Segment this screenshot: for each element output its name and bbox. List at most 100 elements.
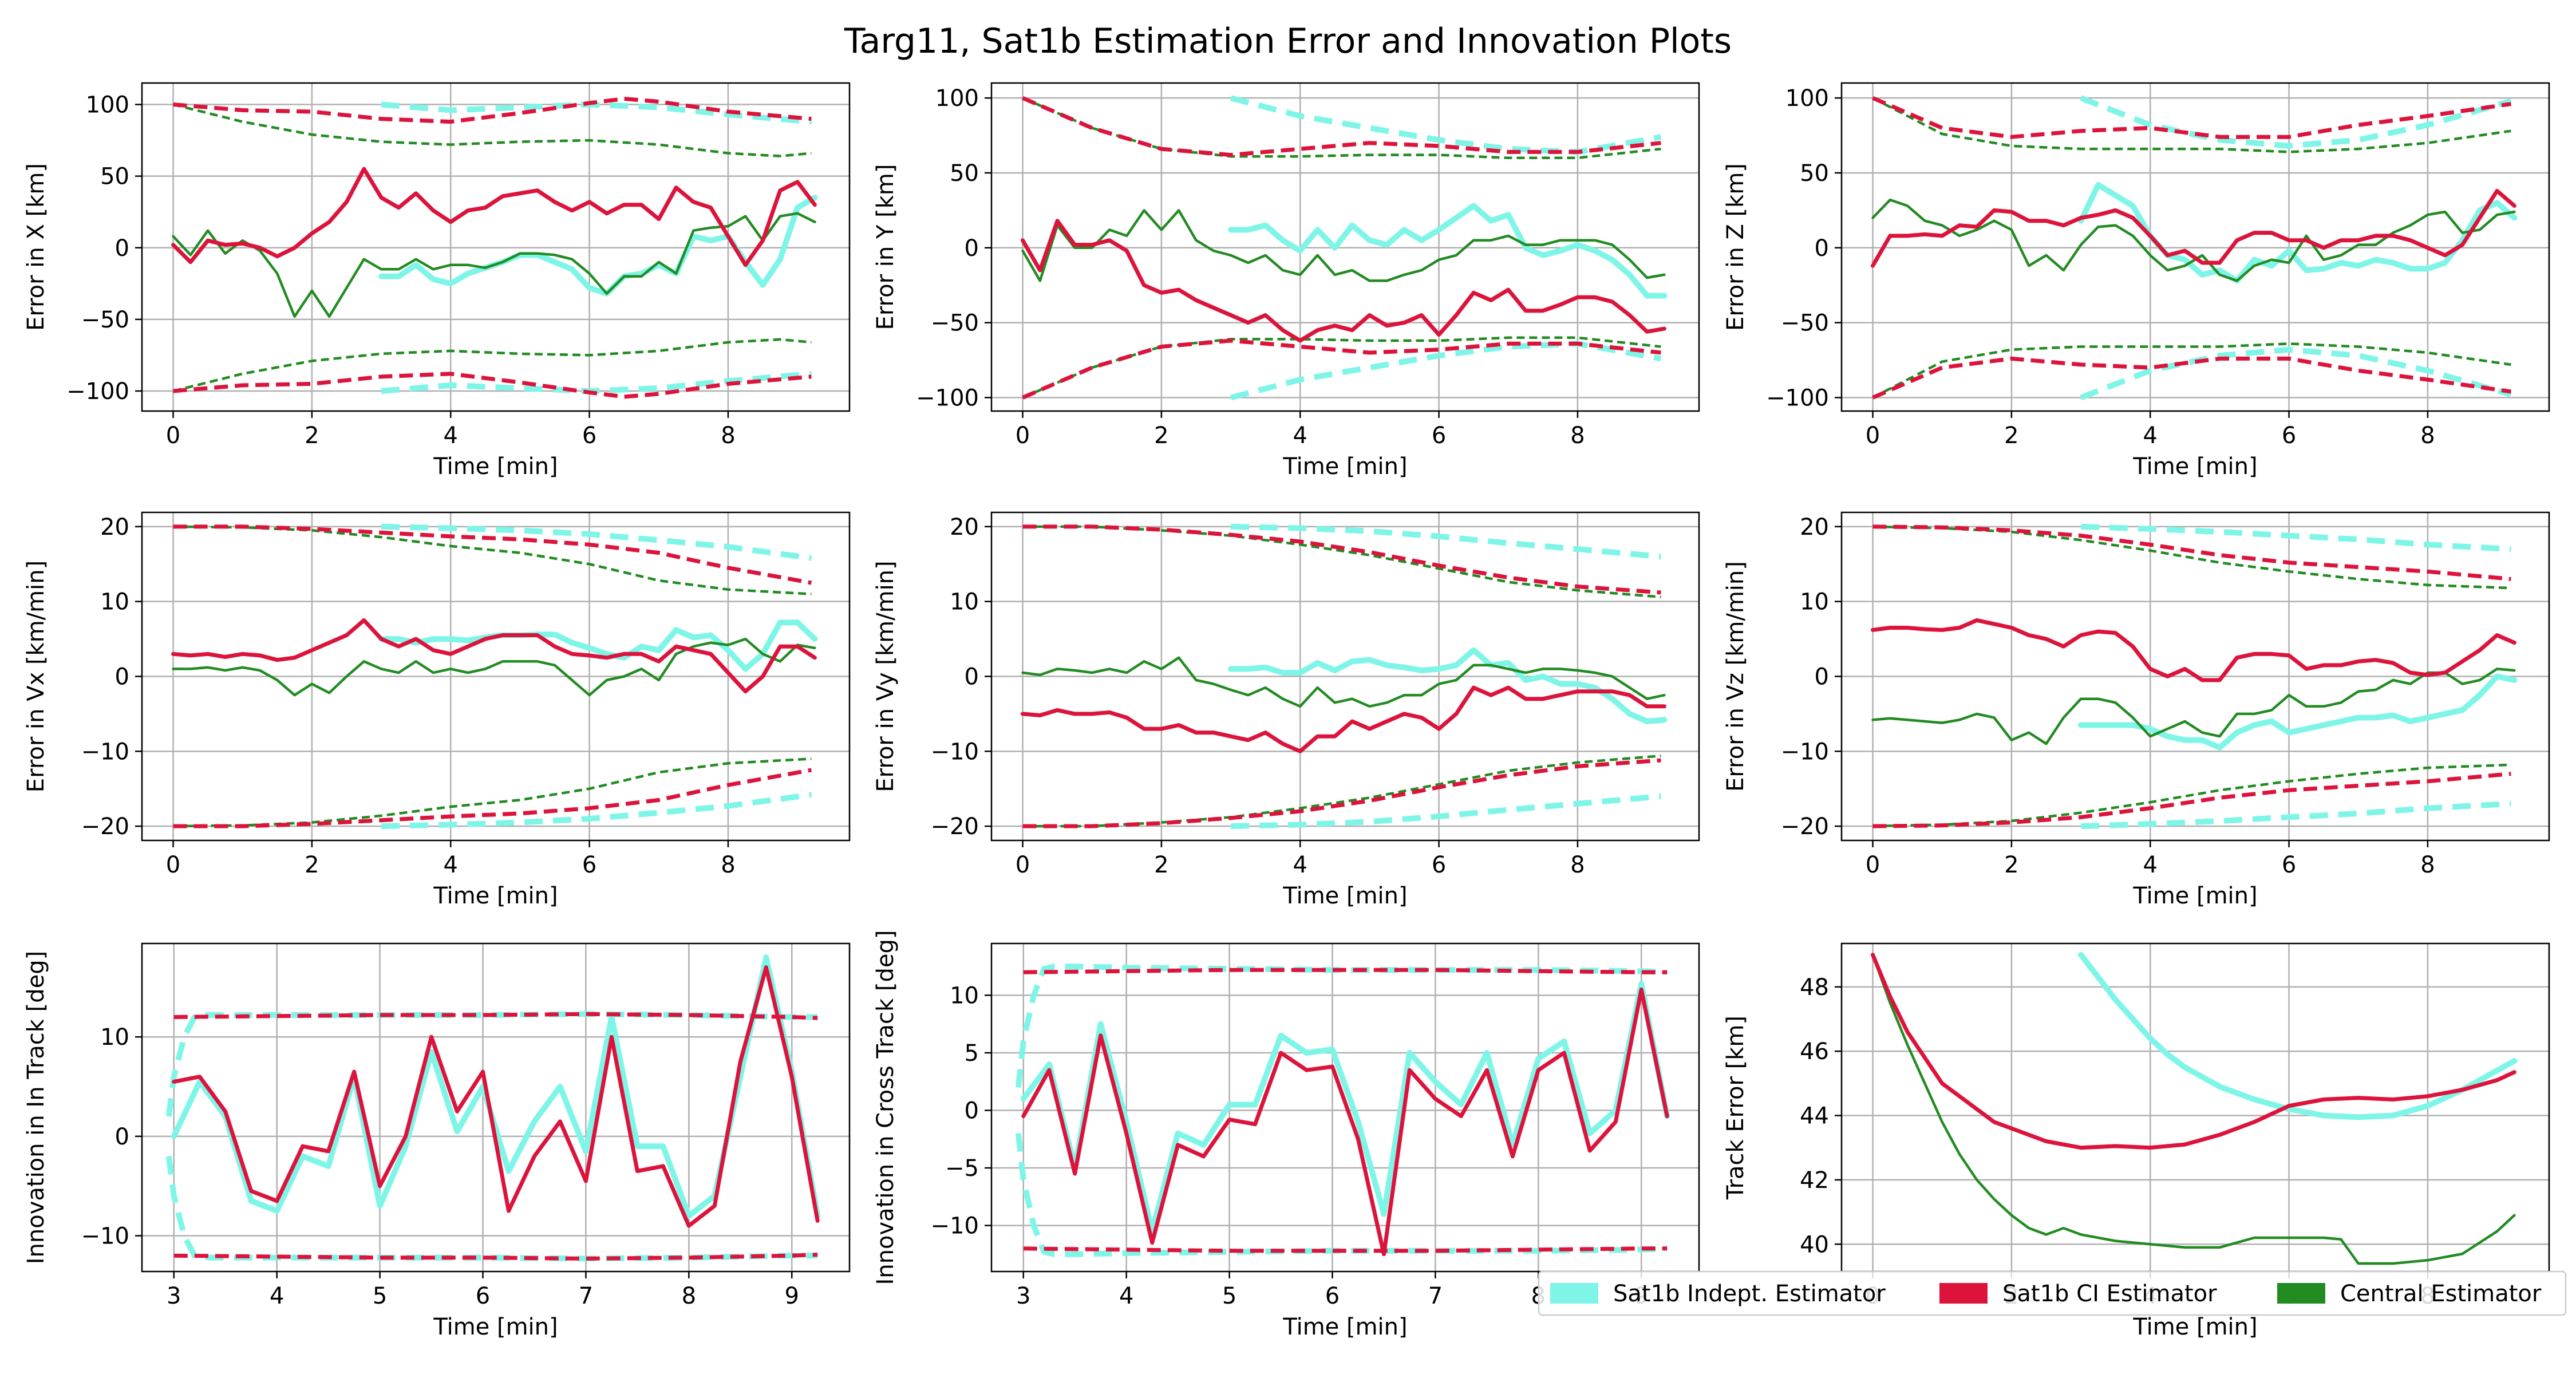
x-tick-label: 0 <box>1866 852 1880 878</box>
series-line-ci <box>1871 618 2516 682</box>
x-tick-label: 0 <box>1866 423 1880 449</box>
x-tick-label: 5 <box>373 1283 387 1309</box>
series-line-ci-bound <box>1872 356 2511 400</box>
legend-label: Central Estimator <box>2340 1281 2542 1307</box>
series-group <box>1021 523 1668 830</box>
y-axis-label: Innovation in In Track [deg] <box>23 951 49 1265</box>
panel-evy: 0 2 4 6 8 −20 −10 0 10 20 Time [min] Error in Vy [k… <box>872 511 1700 909</box>
x-axis-label: Time [min] <box>433 883 558 909</box>
legend-swatch <box>1939 1283 1988 1304</box>
series-line-central <box>172 212 816 318</box>
series-group <box>165 954 821 1262</box>
x-tick-label: 0 <box>166 423 180 449</box>
x-tick-label: 4 <box>1119 1283 1133 1309</box>
x-tick-label: 6 <box>1432 852 1446 878</box>
x-tick-label: 4 <box>1293 423 1307 449</box>
y-tick-label: −20 <box>931 814 979 840</box>
series-line-ci <box>171 618 817 694</box>
y-tick-label: 40 <box>1800 1231 1829 1258</box>
x-tick-label: 9 <box>785 1283 799 1309</box>
legend-item-central: Central Estimator <box>2277 1281 2542 1307</box>
x-tick-label: 0 <box>166 852 180 878</box>
series-line-indept-bound <box>1230 523 1661 560</box>
series-line-ci <box>1021 987 1669 1257</box>
x-tick-label: 2 <box>1154 852 1168 878</box>
y-tick-label: 10 <box>100 589 129 615</box>
panel-evz: 0 2 4 6 8 −20 −10 0 10 20 Time [min] Error in Vz [k… <box>1722 511 2550 909</box>
x-axis-label: Time [min] <box>2132 1314 2257 1340</box>
x-axis-label: Time [min] <box>1282 1314 1407 1340</box>
series-line-central <box>1871 198 2516 282</box>
series-line-indept-bound <box>2080 800 2511 830</box>
y-tick-label: −50 <box>81 307 129 333</box>
y-axis-label: Track Error [km] <box>1722 1016 1749 1200</box>
y-tick-label: −10 <box>81 739 129 765</box>
x-axis-label: Time [min] <box>433 1314 558 1340</box>
x-tick-label: 6 <box>2282 423 2296 449</box>
y-tick-label: 10 <box>950 982 979 1009</box>
figure-title: Targ11, Sat1b Estimation Error and Innov… <box>844 21 1732 61</box>
y-tick-label: −5 <box>945 1155 979 1182</box>
y-tick-label: 100 <box>86 92 129 119</box>
y-tick-label: 20 <box>950 514 979 540</box>
x-tick-label: 0 <box>1016 423 1030 449</box>
series-line-central <box>1021 209 1666 282</box>
series-line-central-bound <box>172 338 812 393</box>
series-line-indept-bound <box>2080 95 2512 149</box>
series-line-ci-bound <box>173 97 812 124</box>
series-line-indept-bound <box>381 523 812 561</box>
x-tick-label: 2 <box>1154 423 1168 449</box>
x-tick-label: 2 <box>2004 852 2018 878</box>
series-line-ci <box>1871 188 2516 268</box>
series-line-ci <box>171 167 817 267</box>
series-line-indept <box>2078 951 2518 1120</box>
axes-frame <box>990 942 1700 1273</box>
series-line-central-bound <box>172 103 812 157</box>
series-line-indept-bound <box>1015 964 1668 1088</box>
y-tick-label: 0 <box>115 664 129 690</box>
series-group <box>1871 95 2518 401</box>
x-axis-label: Time [min] <box>433 453 558 480</box>
series-line-indept <box>2078 673 2518 751</box>
x-tick-label: 4 <box>2143 852 2158 878</box>
x-axis-label: Time [min] <box>2132 883 2257 909</box>
y-tick-label: 0 <box>115 1124 129 1150</box>
series-line-indept <box>1228 203 1668 299</box>
x-axis-label: Time [min] <box>1282 453 1407 480</box>
x-tick-label: 6 <box>2282 852 2296 878</box>
y-tick-label: 42 <box>1800 1167 1829 1194</box>
series-line-central <box>1021 656 1666 708</box>
series-line-indept-bound <box>2080 346 2512 401</box>
y-tick-label: 10 <box>950 589 979 615</box>
panel-ey: 0 2 4 6 8 −100 −50 0 50 100 Time [min] Error in Y [… <box>872 82 1700 480</box>
panel-ex: 0 2 4 6 8 −100 −50 0 50 100 Time [min] Error in X [… <box>23 82 851 480</box>
y-tick-label: 46 <box>1800 1039 1829 1065</box>
series-line-indept-bound <box>1015 1133 1668 1257</box>
x-tick-label: 2 <box>2004 423 2018 449</box>
series-line-central-bound <box>1022 336 1661 399</box>
x-tick-label: 3 <box>167 1283 181 1309</box>
series-line-indept <box>1020 981 1670 1234</box>
x-tick-label: 7 <box>1428 1283 1443 1309</box>
x-tick-label: 8 <box>1570 852 1585 878</box>
x-tick-label: 6 <box>476 1283 490 1309</box>
y-tick-label: 5 <box>965 1040 979 1067</box>
legend-item-indept: Sat1b Indept. Estimator <box>1550 1281 1886 1307</box>
y-tick-label: −10 <box>931 739 979 765</box>
series-line-ci-bound <box>173 372 812 399</box>
y-tick-label: −50 <box>931 310 979 337</box>
x-tick-label: 4 <box>1293 852 1307 878</box>
y-axis-label: Error in Z [km] <box>1722 163 1749 331</box>
x-tick-label: 8 <box>682 1283 696 1309</box>
y-tick-label: −50 <box>1781 310 1829 337</box>
x-tick-label: 8 <box>721 423 735 449</box>
series-line-indept-bound <box>2080 523 2511 552</box>
y-tick-label: 10 <box>1800 589 1829 615</box>
series-line-indept-bound <box>381 792 812 830</box>
y-tick-label: 0 <box>965 1098 979 1124</box>
y-tick-label: 0 <box>965 235 979 262</box>
x-axis-label: Time [min] <box>2132 453 2257 480</box>
